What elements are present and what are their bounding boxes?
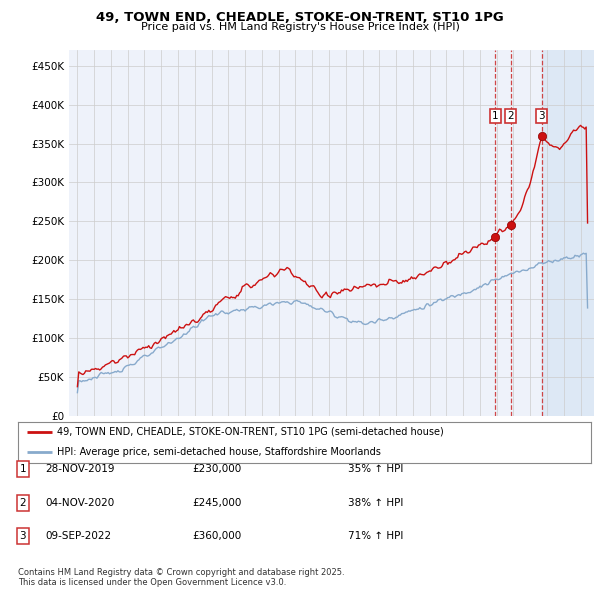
- Text: 3: 3: [19, 532, 26, 541]
- Text: £230,000: £230,000: [192, 464, 241, 474]
- Text: HPI: Average price, semi-detached house, Staffordshire Moorlands: HPI: Average price, semi-detached house,…: [57, 447, 381, 457]
- Text: 3: 3: [539, 112, 545, 122]
- Text: 2: 2: [19, 498, 26, 507]
- Text: 38% ↑ HPI: 38% ↑ HPI: [348, 498, 403, 507]
- Text: Contains HM Land Registry data © Crown copyright and database right 2025.
This d: Contains HM Land Registry data © Crown c…: [18, 568, 344, 587]
- Text: £245,000: £245,000: [192, 498, 241, 507]
- Text: 49, TOWN END, CHEADLE, STOKE-ON-TRENT, ST10 1PG (semi-detached house): 49, TOWN END, CHEADLE, STOKE-ON-TRENT, S…: [57, 427, 444, 437]
- Text: £360,000: £360,000: [192, 532, 241, 541]
- Bar: [542, 50, 594, 416]
- Text: 04-NOV-2020: 04-NOV-2020: [45, 498, 114, 507]
- Text: 71% ↑ HPI: 71% ↑ HPI: [348, 532, 403, 541]
- Text: 2: 2: [508, 112, 514, 122]
- Text: 09-SEP-2022: 09-SEP-2022: [45, 532, 111, 541]
- Text: 49, TOWN END, CHEADLE, STOKE-ON-TRENT, ST10 1PG: 49, TOWN END, CHEADLE, STOKE-ON-TRENT, S…: [96, 11, 504, 24]
- Text: 1: 1: [492, 112, 499, 122]
- Text: 1: 1: [19, 464, 26, 474]
- Text: 35% ↑ HPI: 35% ↑ HPI: [348, 464, 403, 474]
- Text: Price paid vs. HM Land Registry's House Price Index (HPI): Price paid vs. HM Land Registry's House …: [140, 22, 460, 32]
- Text: 28-NOV-2019: 28-NOV-2019: [45, 464, 115, 474]
